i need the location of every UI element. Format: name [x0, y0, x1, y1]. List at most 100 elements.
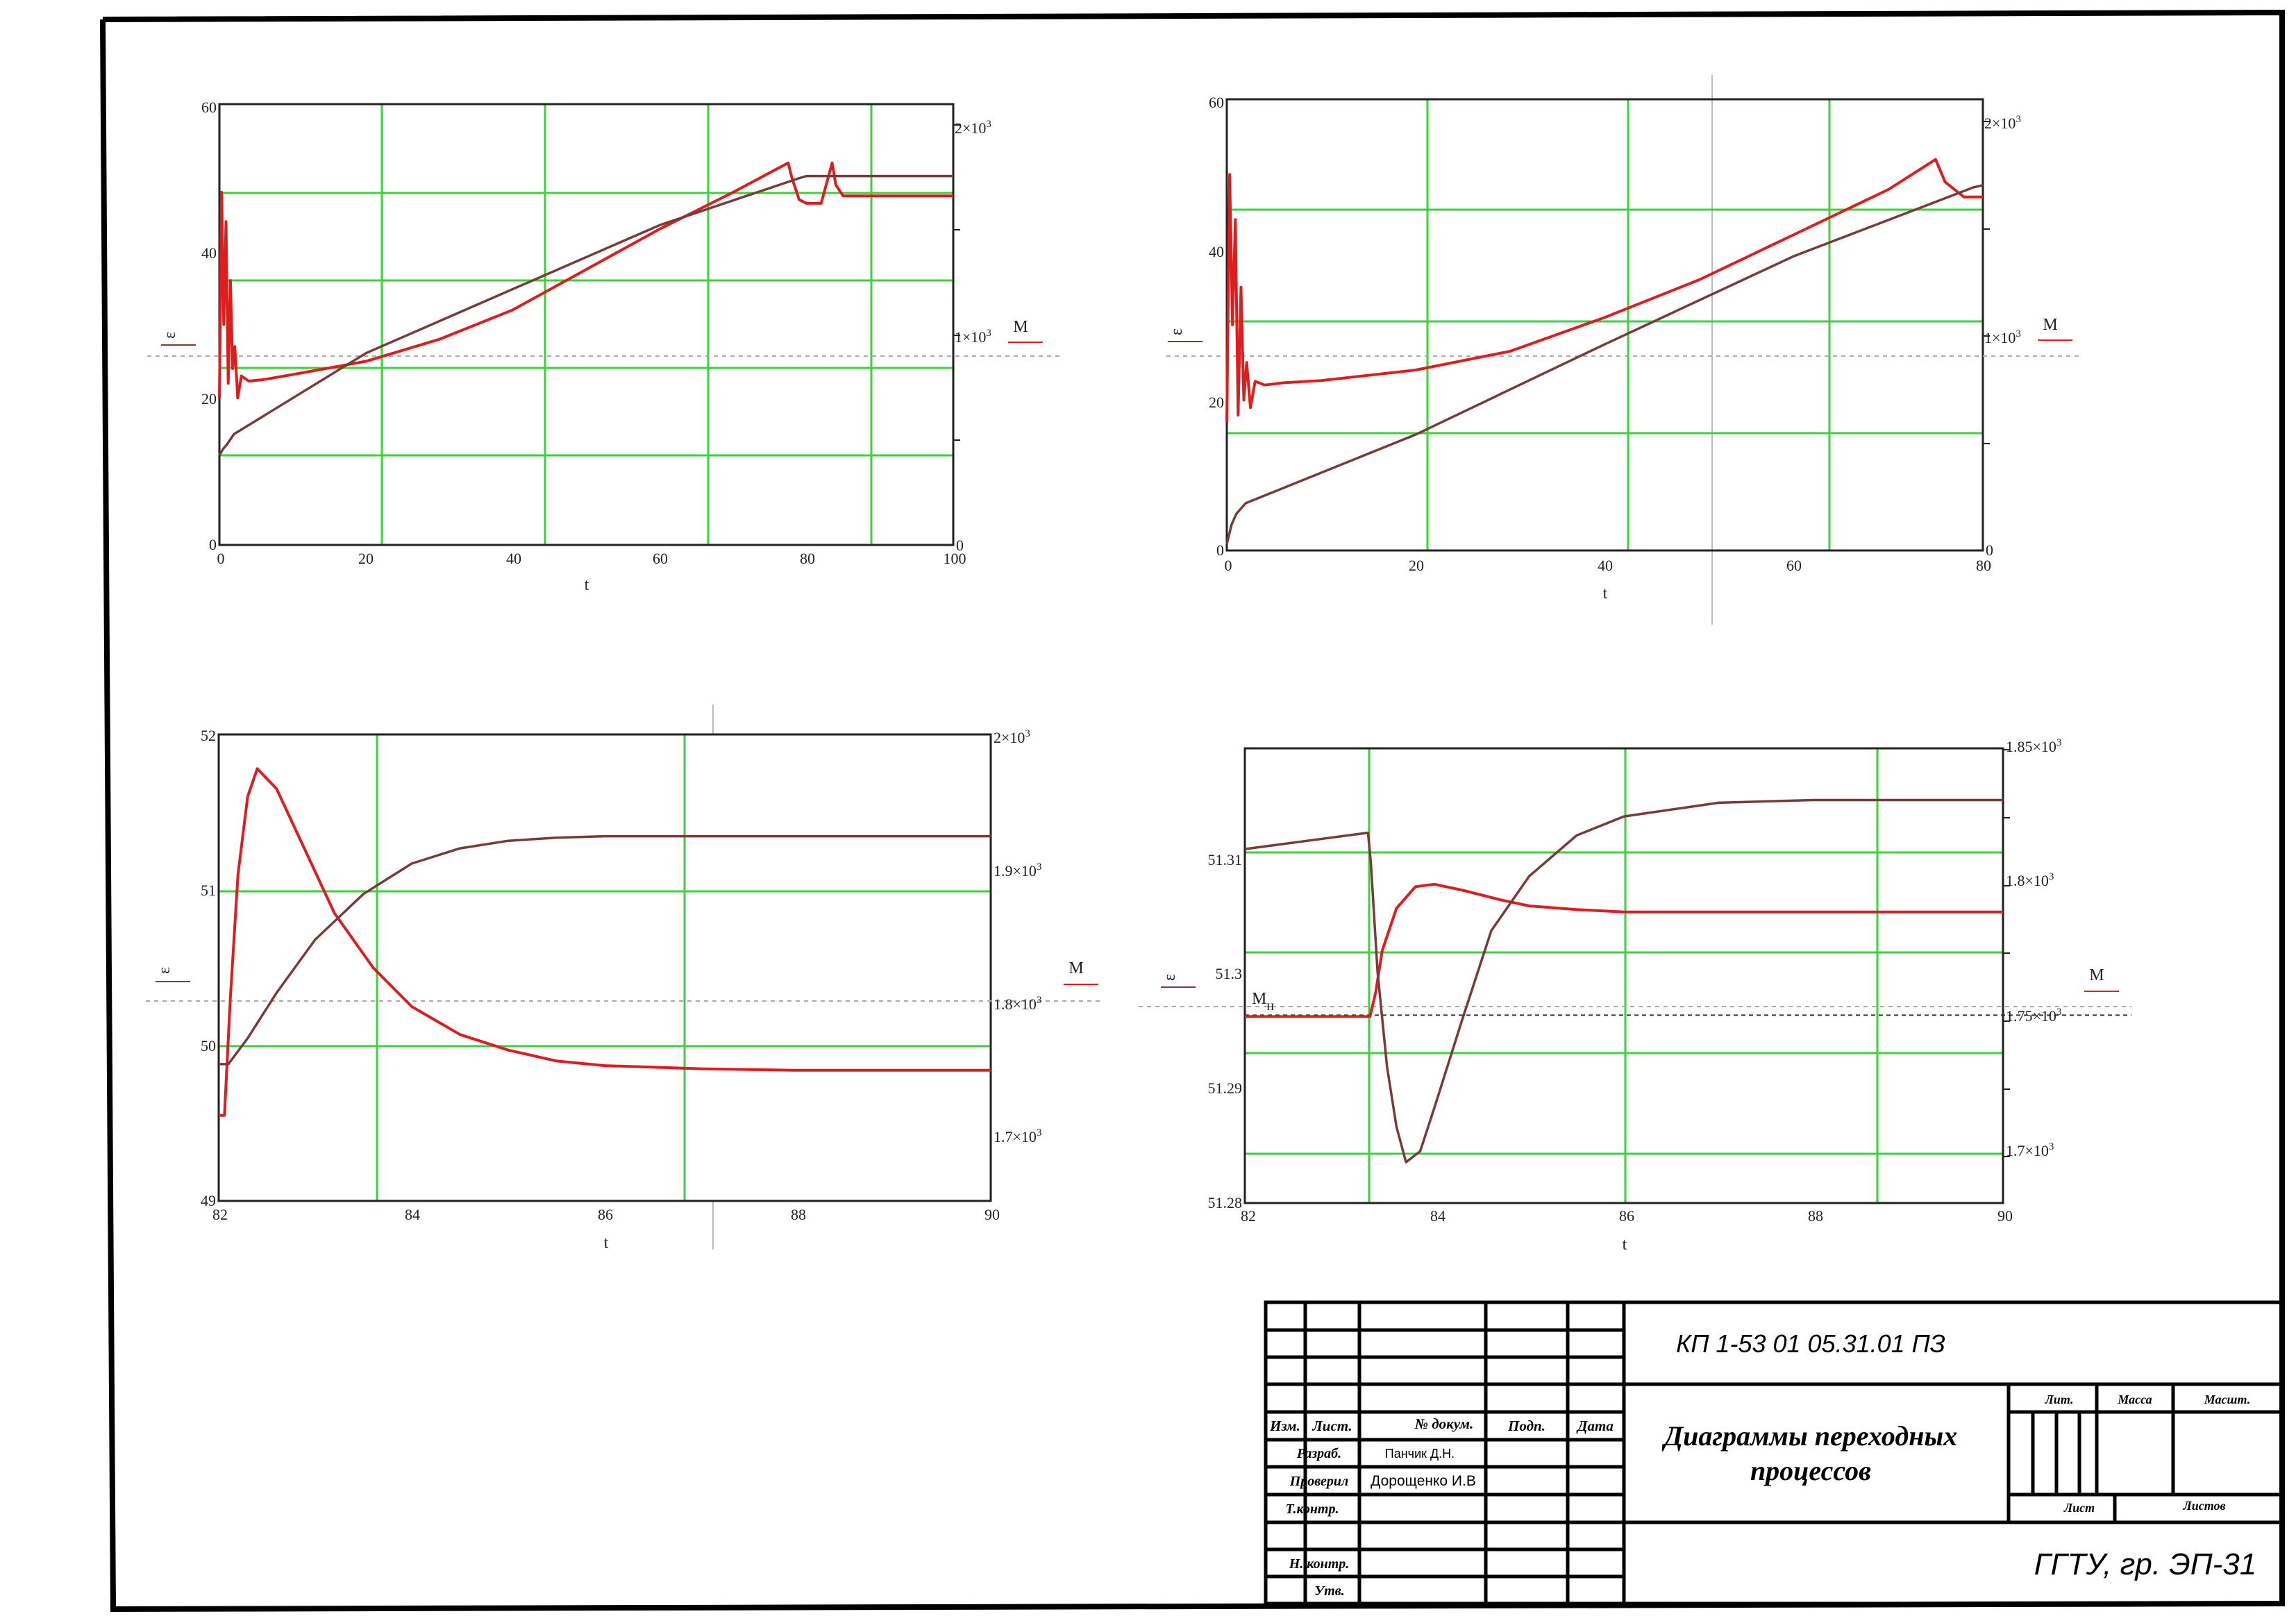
x-tick-label: 88 — [1808, 1207, 1823, 1225]
tb-name-proveril: Дорощенко И.В — [1371, 1473, 1476, 1489]
chart-4-plot-border — [1243, 747, 2004, 1204]
y-right-tick-label: 0 — [1986, 541, 1993, 559]
x-tick-label: 40 — [506, 550, 521, 567]
tb-sheets: Листов — [2182, 1499, 2225, 1513]
tb-massa: Масса — [2117, 1393, 2152, 1406]
x-tick-label: 82 — [1241, 1207, 1256, 1225]
chart-4-xticks: 82 84 86 88 90 — [1241, 1207, 2013, 1225]
chart-2-xlabel: t — [1603, 585, 1608, 603]
series-red-line — [218, 161, 953, 400]
x-tick-label: 86 — [1619, 1207, 1634, 1225]
x-tick-label: 90 — [1997, 1207, 2013, 1225]
y-right-tick-label: 1.9×103 — [994, 861, 1041, 880]
chart-2-grid — [1227, 99, 1983, 550]
y-right-tick-label: 1.75×103 — [2006, 1007, 2061, 1025]
series-brown-line — [1244, 798, 2003, 1163]
x-tick-label: 0 — [217, 550, 225, 567]
chart-3-xlabel: t — [604, 1234, 609, 1252]
y-tick-label: 52 — [201, 727, 216, 744]
chart-4-grid — [1245, 748, 2003, 1203]
y-right-tick-label: 1×103 — [955, 328, 991, 346]
y-right-tick-label: 2×103 — [1984, 114, 2021, 132]
chart-1-xlabel: t — [585, 576, 589, 594]
y-right-tick-label: 2×103 — [955, 119, 991, 137]
x-tick-label: 40 — [1598, 557, 1613, 574]
x-tick-label: 88 — [791, 1206, 806, 1223]
title-block-border — [1264, 1300, 2284, 1606]
chart-1-plot-border — [218, 103, 955, 546]
y-tick-label: 0 — [209, 536, 217, 553]
tb-title-line2: процессов — [1750, 1455, 1871, 1486]
chart-3-ylabel-left: ε — [156, 967, 174, 974]
x-tick-label: 0 — [1225, 557, 1232, 574]
y-right-tick-label: 0 — [956, 537, 964, 554]
y-right-tick-label: 1.85×103 — [2006, 737, 2061, 755]
y-tick-label: 0 — [1216, 541, 1224, 559]
chart-1-yticks-left: 0 20 40 60 — [201, 99, 217, 553]
tb-row-proveril: Проверил — [1289, 1474, 1349, 1489]
y-right-tick-label: 1×103 — [1984, 328, 2021, 346]
tb-sheet: Лист — [2063, 1501, 2095, 1515]
chart-4-ref-label: Mн — [1252, 990, 1274, 1014]
chart-2-yticks-right: 0 1×103 2×103 — [1984, 114, 2021, 559]
tb-title-line1: Диаграммы переходных — [1661, 1420, 1957, 1452]
x-tick-label: 100 — [944, 550, 966, 567]
y-tick-label: 51 — [201, 882, 216, 899]
y-tick-label: 49 — [201, 1192, 216, 1209]
chart-4-yticks-right: 1.7×103 1.75×103 1.8×103 1.85×103 — [2006, 737, 2061, 1159]
chart-3-plot-border — [217, 733, 992, 1202]
frame-border — [100, 9, 2285, 1613]
tb-row-razrab: Разраб. — [1296, 1446, 1341, 1461]
tb-header-podp: Подп. — [1507, 1418, 1545, 1434]
tb-header-data: Дата — [1576, 1418, 1614, 1434]
chart-1-yticks-right: 0 1×103 2×103 — [955, 119, 991, 554]
tb-doc-code: КП 1-53 01 05.31.01 ПЗ — [1676, 1329, 1945, 1358]
chart-4-yticks-left: 51.28 51.29 51.3 51.31 — [1208, 851, 1243, 1211]
tb-header-list: Лист. — [1312, 1418, 1352, 1434]
tb-row-nkontr: Н. контр. — [1289, 1556, 1350, 1572]
x-tick-label: 84 — [1430, 1207, 1446, 1225]
chart-1-xticks: 0 20 40 60 80 100 — [217, 550, 966, 567]
x-tick-label: 80 — [1976, 557, 1991, 574]
y-tick-label: 51.29 — [1208, 1079, 1243, 1097]
chart-3-grid — [219, 734, 991, 1201]
series-brown-line — [218, 174, 953, 456]
y-right-tick-label: 1.8×103 — [994, 995, 1041, 1013]
title-block: КП 1-53 01 05.31.01 ПЗ Диаграммы переход… — [1264, 1300, 2284, 1606]
y-tick-label: 40 — [1209, 243, 1224, 260]
x-tick-label: 84 — [405, 1206, 420, 1223]
chart-1-series — [218, 161, 953, 456]
x-tick-label: 82 — [212, 1206, 228, 1223]
tb-lit: Лит. — [2044, 1393, 2073, 1406]
title-block-lines — [1264, 1300, 2284, 1606]
y-tick-label: 20 — [201, 390, 217, 407]
chart-3-ylabel-right: M — [1069, 959, 1083, 977]
tb-header-izm: Изм. — [1269, 1418, 1300, 1434]
chart-1-grid — [219, 104, 953, 545]
chart-4-xlabel: t — [1623, 1236, 1627, 1254]
chart-1-ylabel-left: ε — [161, 332, 179, 339]
series-red-line — [1245, 882, 2003, 1018]
y-tick-label: 51.3 — [1216, 965, 1243, 982]
chart-4-right-ticks — [2003, 749, 2010, 1157]
chart-1-ylabel-right: M — [1013, 318, 1028, 336]
chart-2-right-ticks — [1983, 121, 1990, 444]
chart-4: 82 84 86 88 90 51.28 51.29 51.3 51.31 1.… — [1139, 737, 2131, 1254]
chart-2-plot-border — [1225, 98, 1984, 552]
tb-row-tkontr: Т.контр. — [1286, 1502, 1339, 1517]
y-tick-label: 20 — [1209, 394, 1224, 411]
chart-1-right-ticks — [953, 124, 960, 441]
x-tick-label: 20 — [1409, 557, 1424, 574]
tb-header-doc: № докум. — [1414, 1415, 1473, 1432]
chart-4-ylabel-right: M — [2089, 966, 2104, 984]
y-right-tick-label: 1.8×103 — [2006, 871, 2054, 889]
tb-masht: Масшт. — [2204, 1393, 2250, 1406]
chart-2-ylabel-left: ε — [1168, 328, 1186, 335]
x-tick-label: 20 — [358, 550, 374, 567]
y-right-tick-label: 1.7×103 — [994, 1127, 1041, 1145]
y-right-tick-label: 2×103 — [994, 728, 1030, 746]
y-tick-label: 60 — [1209, 94, 1224, 111]
series-brown-line — [219, 834, 991, 1066]
chart-4-series — [1244, 798, 2131, 1163]
chart-2-ylabel-right: M — [2043, 316, 2057, 334]
